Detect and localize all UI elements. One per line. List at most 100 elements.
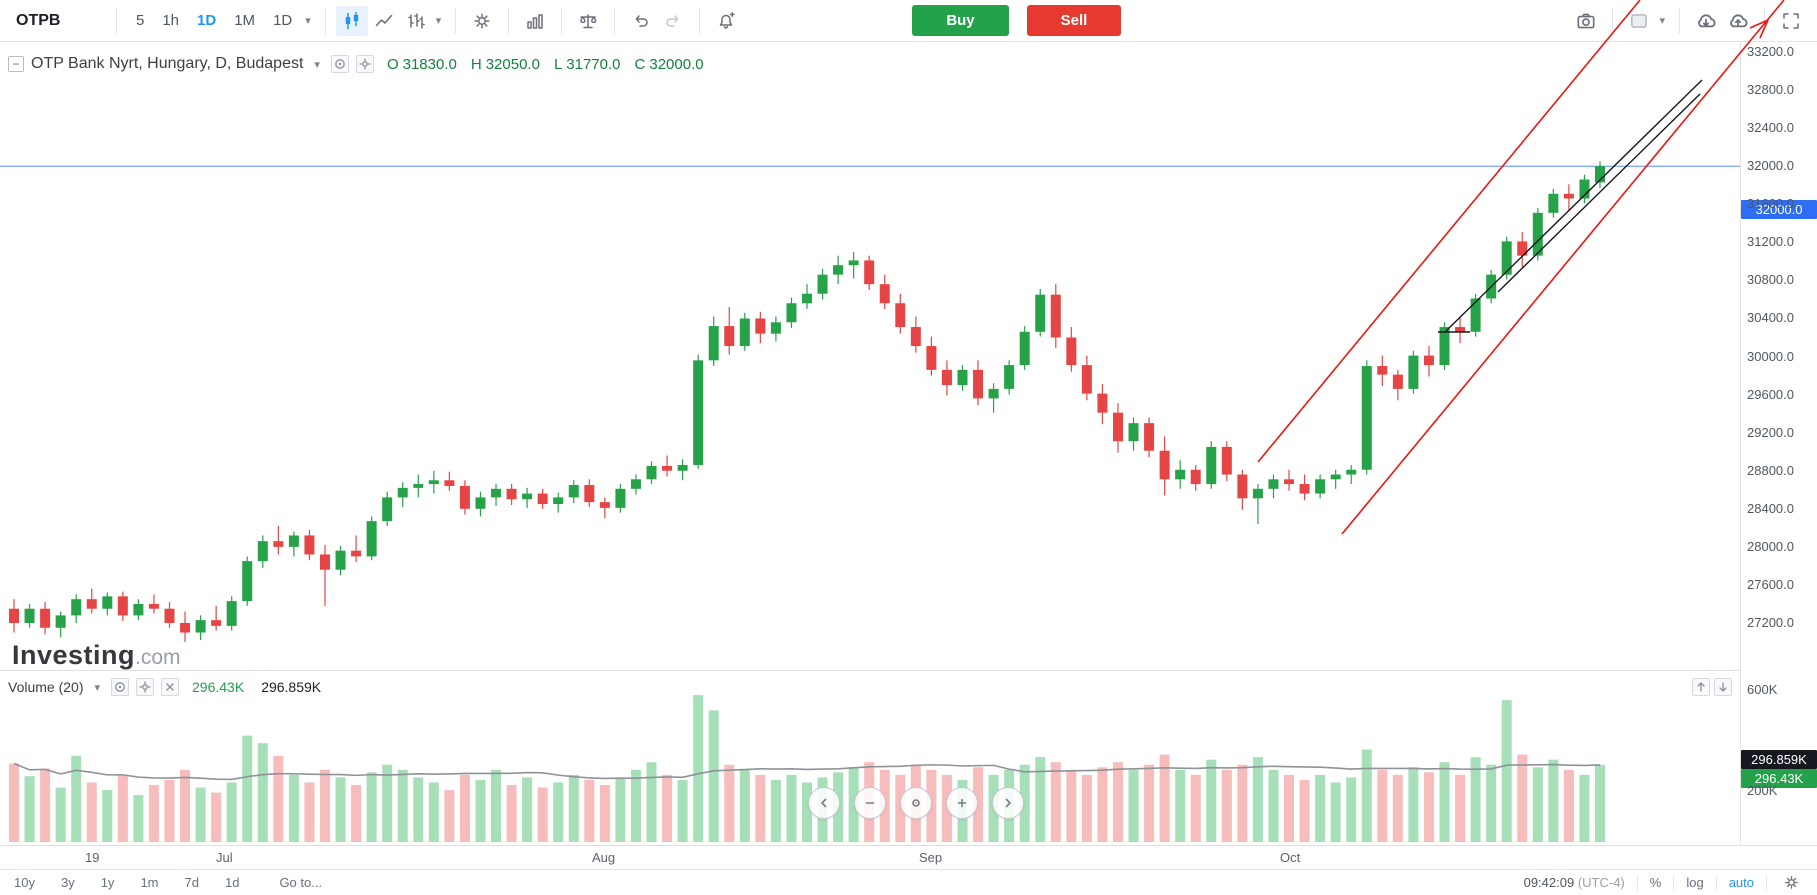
mini-gear-icon	[359, 58, 371, 70]
price-axis-tick: 29200.0	[1747, 424, 1794, 440]
price-axis-tick: 28800.0	[1747, 462, 1794, 478]
divider	[1673, 875, 1675, 890]
chart-style-candles-button[interactable]	[335, 5, 368, 36]
fullscreen-icon	[1783, 12, 1799, 29]
percent-scale-button[interactable]: %	[1649, 875, 1662, 890]
collapse-pane-icon[interactable]: −	[8, 56, 24, 72]
divider	[1766, 875, 1767, 890]
clock: 09:42:09 (UTC-4)	[1524, 875, 1625, 890]
zoom-in-button[interactable]	[946, 787, 978, 819]
undo-button[interactable]	[625, 6, 657, 36]
pane-divider	[0, 670, 1740, 671]
time-axis-label: Sep	[919, 850, 943, 865]
minus-icon	[865, 802, 875, 804]
volume-legend-row: Volume (20) ▾ 296.43K 296.859K	[8, 678, 321, 696]
zoom-out-button[interactable]	[854, 787, 886, 819]
volume-remove-button[interactable]	[161, 678, 180, 696]
chart-style-caret-icon[interactable]: ▾	[435, 15, 442, 27]
price-axis-tick: 31600.0	[1747, 196, 1794, 212]
volume-axis-tick: 600K	[1747, 682, 1778, 698]
chart-style-bars-button[interactable]	[400, 6, 432, 36]
price-axis-tick: 32000.0	[1747, 158, 1794, 174]
volume-settings-button[interactable]	[136, 678, 155, 696]
price-axis-tick: 29600.0	[1747, 386, 1794, 402]
cloud-download-icon	[1698, 13, 1716, 27]
volume-label[interactable]: Volume (20)	[8, 679, 84, 695]
range-1m-button[interactable]: 1m	[140, 875, 159, 890]
price-axis[interactable]: 32000.0 296.859K 296.43K 33200.0 32800.0 3…	[1740, 42, 1817, 845]
reset-view-button[interactable]	[900, 787, 932, 819]
bottom-settings-button[interactable]	[1779, 872, 1803, 894]
legend-settings-button[interactable]	[355, 55, 374, 73]
interval-1m-button[interactable]: 1M	[234, 12, 256, 29]
range-1d-button[interactable]: 1d	[224, 875, 240, 890]
volume-caret-icon[interactable]: ▾	[94, 681, 101, 694]
indicators-button[interactable]	[519, 6, 551, 36]
divider	[1679, 7, 1680, 34]
range-3y-button[interactable]: 3y	[60, 875, 75, 890]
time-axis-label: Oct	[1280, 850, 1301, 865]
divider	[1764, 7, 1765, 34]
pane-move-down-button[interactable]	[1714, 678, 1732, 696]
redo-button[interactable]	[657, 6, 689, 36]
auto-scale-button[interactable]: auto	[1728, 875, 1754, 890]
interval-1d2-button[interactable]: 1D	[273, 12, 293, 29]
interval-5m-button[interactable]: 5	[136, 12, 145, 29]
ohlc-close: C 32000.0	[634, 55, 704, 73]
indicators-icon	[527, 13, 544, 29]
circle-dot-icon	[912, 799, 920, 807]
alert-button[interactable]	[710, 6, 742, 36]
compare-button[interactable]	[572, 6, 604, 36]
ohlc-open: O 31830.0	[386, 55, 457, 73]
symbol-label[interactable]: OTPB	[16, 11, 61, 29]
arrow-up-icon	[1697, 682, 1705, 692]
chart-canvas[interactable]: − OTP Bank Nyrt, Hungary, D, Budapest ▾ …	[0, 42, 1740, 845]
line-chart-icon	[375, 14, 393, 26]
camera-icon	[1577, 13, 1595, 28]
clock-time: 09:42:09	[1523, 875, 1575, 890]
volume-current-value: 296.859K	[261, 679, 322, 695]
chart-title-caret-icon[interactable]: ▾	[314, 58, 320, 71]
scroll-left-button[interactable]	[808, 787, 840, 819]
load-chart-button[interactable]	[1690, 6, 1722, 36]
dot-circle-icon	[335, 59, 345, 69]
scroll-right-button[interactable]	[992, 787, 1024, 819]
legend-visibility-button[interactable]	[330, 55, 349, 73]
scales-icon	[580, 13, 597, 28]
pane-move-up-button[interactable]	[1692, 678, 1710, 696]
interval-1h-button[interactable]: 1h	[162, 12, 180, 29]
sell-button[interactable]: Sell	[1026, 5, 1122, 36]
chart-settings-button[interactable]	[466, 6, 498, 36]
chart-title[interactable]: OTP Bank Nyrt, Hungary, D, Budapest	[31, 55, 304, 72]
layout-caret-icon[interactable]: ▾	[1659, 15, 1665, 27]
volume-current-badge: 296.859K	[1741, 750, 1817, 769]
buy-button[interactable]: Buy	[912, 5, 1009, 36]
interval-1d-button[interactable]: 1D	[197, 12, 217, 29]
volume-visibility-button[interactable]	[111, 678, 130, 696]
interval-dropdown-caret-icon[interactable]: ▾	[305, 15, 311, 27]
goto-date-button[interactable]: Go to...	[279, 875, 323, 890]
ohlc-bars-icon	[408, 12, 425, 29]
mini-gear-icon	[139, 681, 151, 693]
range-7d-button[interactable]: 7d	[184, 875, 199, 890]
gear-icon	[474, 12, 490, 29]
chart-navigation-controls	[808, 787, 1024, 819]
time-axis[interactable]: 19 Jul Aug Sep Oct	[0, 845, 1817, 869]
divider	[116, 7, 117, 34]
price-axis-tick: 27600.0	[1747, 576, 1794, 592]
divider	[1636, 875, 1638, 890]
fullscreen-button[interactable]	[1775, 6, 1807, 36]
save-chart-button[interactable]	[1722, 6, 1754, 36]
layout-button[interactable]	[1623, 6, 1655, 36]
range-1y-button[interactable]: 1y	[100, 875, 115, 890]
candlestick-icon	[345, 11, 358, 29]
log-scale-button[interactable]: log	[1686, 875, 1704, 890]
time-axis-label: 19	[85, 850, 100, 865]
screenshot-button[interactable]	[1570, 6, 1602, 36]
ohlc-readout: O 31830.0 H 32050.0 L 31770.0 C 32000.0	[387, 56, 704, 73]
divider	[614, 7, 616, 34]
range-10y-button[interactable]: 10y	[14, 875, 35, 890]
chart-style-line-button[interactable]	[368, 6, 400, 36]
price-axis-tick: 30800.0	[1747, 272, 1794, 288]
gear-icon	[1784, 876, 1798, 889]
